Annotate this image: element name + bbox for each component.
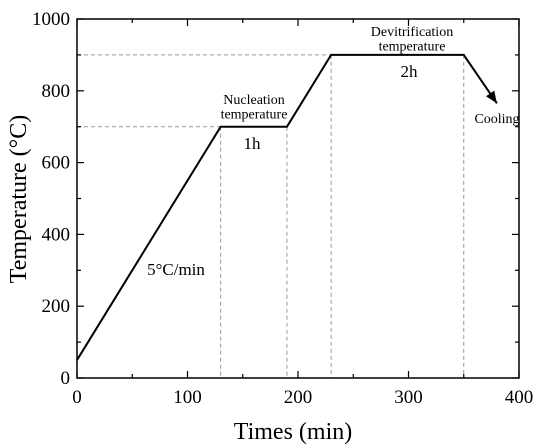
plot-frame	[76, 18, 520, 379]
cooling-label: Cooling	[474, 112, 519, 127]
cooling-arrowhead	[485, 90, 497, 104]
annotation-line: temperature	[379, 40, 446, 55]
reference-lines	[77, 54, 465, 378]
ramp-rate-label: 5°C/min	[147, 260, 205, 279]
x-tick-label: 300	[394, 387, 423, 408]
x-tick-label: 0	[72, 387, 82, 408]
y-tick-label: 200	[42, 296, 71, 317]
devitrification-label: Devitrification temperature	[371, 25, 453, 55]
x-axis-title: Times (min)	[234, 419, 352, 445]
annotation-line: Nucleation	[223, 93, 284, 108]
annotation-line: temperature	[221, 108, 288, 123]
series-line	[76, 53, 498, 361]
x-tick-label: 400	[505, 387, 534, 408]
ticks	[76, 18, 520, 379]
y-tick-label: 800	[42, 81, 71, 102]
tick-labels: 0 100 200 300 400 0 200 400 600 800 1000	[32, 9, 533, 408]
y-tick-label: 600	[42, 153, 71, 174]
y-tick-label: 0	[61, 368, 71, 389]
devitrification-hold-label: 2h	[401, 62, 419, 81]
nucleation-label: Nucleation temperature	[221, 93, 288, 123]
y-axis-title: Temperature (°C)	[6, 115, 32, 284]
nucleation-hold-label: 1h	[244, 134, 262, 153]
y-tick-label: 400	[42, 224, 71, 245]
x-tick-label: 200	[284, 387, 313, 408]
annotation-line: Devitrification	[371, 25, 453, 40]
y-tick-label: 1000	[32, 9, 70, 30]
data-series	[76, 53, 498, 361]
x-tick-label: 100	[173, 387, 202, 408]
